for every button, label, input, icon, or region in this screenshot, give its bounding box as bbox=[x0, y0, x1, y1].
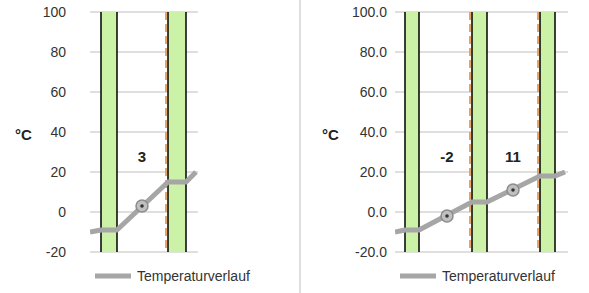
layer-edge bbox=[116, 12, 118, 252]
layer-edge bbox=[486, 12, 488, 252]
tick-label: 20.0 bbox=[360, 164, 387, 180]
legend-swatch bbox=[95, 274, 131, 279]
dashed-line bbox=[537, 12, 539, 252]
tick-label: -20 bbox=[46, 244, 66, 260]
data-label: 11 bbox=[505, 148, 521, 165]
legend-swatch bbox=[400, 274, 436, 279]
tick-label: 100.0 bbox=[352, 4, 387, 20]
dashed-line bbox=[469, 12, 471, 252]
layer-edge bbox=[554, 12, 556, 252]
layer-edge bbox=[185, 12, 187, 252]
temperature-line bbox=[395, 172, 565, 232]
point-dot bbox=[445, 214, 449, 218]
point-dot bbox=[140, 204, 144, 208]
tick-label: -20.0 bbox=[355, 244, 387, 260]
point-dot bbox=[511, 188, 515, 192]
tick-label: 100 bbox=[43, 4, 67, 20]
temperature-line bbox=[90, 172, 196, 232]
panel-divider bbox=[300, 0, 301, 293]
layer bbox=[405, 12, 419, 252]
layer-edge bbox=[167, 12, 169, 252]
layer-edge bbox=[539, 12, 541, 252]
axis-label: °C bbox=[322, 126, 339, 143]
point-marker bbox=[441, 210, 453, 222]
data-label: 3 bbox=[138, 148, 146, 165]
figure: -20020406080100°C3Temperaturverlauf-20.0… bbox=[0, 0, 589, 293]
data-label: -2 bbox=[440, 148, 453, 165]
tick-label: 20 bbox=[50, 164, 66, 180]
tick-label: 40.0 bbox=[360, 124, 387, 140]
tick-label: 0 bbox=[58, 204, 66, 220]
tick-label: 60.0 bbox=[360, 84, 387, 100]
layer-edge bbox=[471, 12, 473, 252]
axis-label: °C bbox=[15, 126, 32, 143]
layer bbox=[472, 12, 487, 252]
layer-edge bbox=[404, 12, 406, 252]
layer-edge bbox=[418, 12, 420, 252]
tick-label: 40 bbox=[50, 124, 66, 140]
point-marker bbox=[507, 184, 519, 196]
plot-area bbox=[395, 12, 565, 252]
tick-label: 80 bbox=[50, 44, 66, 60]
point-marker bbox=[136, 200, 148, 212]
layer bbox=[540, 12, 555, 252]
chart-panel: -20.0 0.0 20.0 40.0 60.0 80.0 100.0 °C -2 11 Tempe… bbox=[322, 4, 568, 284]
chart-panel: -20 0 20 40 60 80 100 °C 3 Temperaturverlauf bbox=[15, 4, 250, 284]
tick-label: 0.0 bbox=[368, 204, 388, 220]
dashed-line bbox=[165, 12, 167, 252]
legend-label: Temperaturverlauf bbox=[442, 268, 555, 284]
layer bbox=[168, 12, 186, 252]
layer-edge bbox=[100, 12, 102, 252]
tick-label: 60 bbox=[50, 84, 66, 100]
layer bbox=[101, 12, 117, 252]
tick-label: 80.0 bbox=[360, 44, 387, 60]
legend-label: Temperaturverlauf bbox=[137, 268, 250, 284]
plot-area bbox=[90, 12, 196, 252]
